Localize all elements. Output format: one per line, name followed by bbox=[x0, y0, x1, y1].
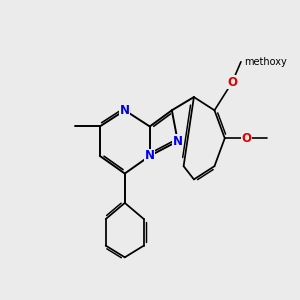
Text: methoxy: methoxy bbox=[244, 57, 286, 67]
Text: O: O bbox=[242, 132, 252, 145]
Text: N: N bbox=[120, 104, 130, 117]
Text: O: O bbox=[227, 76, 237, 89]
Text: N: N bbox=[173, 135, 183, 148]
Text: N: N bbox=[145, 149, 155, 162]
